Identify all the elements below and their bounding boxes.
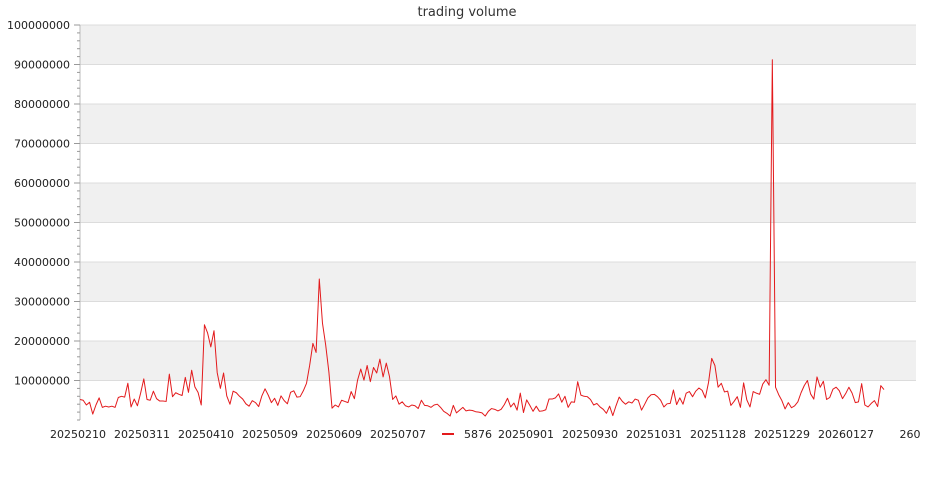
series-line-5876 <box>79 59 885 417</box>
plot-band <box>80 262 916 302</box>
x-tick-label: 20251229 <box>754 428 810 441</box>
axes <box>74 24 81 421</box>
y-tick-label: 70000000 <box>14 138 70 151</box>
y-tick-label: 90000000 <box>14 59 70 72</box>
x-tick-label: 20250311 <box>114 428 170 441</box>
gridlines <box>80 24 916 381</box>
y-tick-label: 30000000 <box>14 296 70 309</box>
y-tick-label: 10000000 <box>14 375 70 388</box>
tick-labels: 10000000 20000000 30000000 40000000 50000000… <box>7 19 921 441</box>
x-tick-label: 260 <box>900 428 921 441</box>
plot-background-bands <box>80 25 916 381</box>
x-tick-label: 20260127 <box>818 428 874 441</box>
y-tick-label: 50000000 <box>14 217 70 230</box>
x-tick-label: 20250609 <box>306 428 362 441</box>
plot-band <box>80 104 916 144</box>
plot-band <box>80 25 916 65</box>
chart-title: trading volume <box>417 5 516 20</box>
y-tick-label: 60000000 <box>14 177 70 190</box>
series-layer <box>79 59 885 417</box>
x-tick-label: 20250901 <box>498 428 554 441</box>
x-tick-label: 20250707 <box>370 428 426 441</box>
x-tick-label: 20251031 <box>626 428 682 441</box>
x-tick-label: 20250930 <box>562 428 618 441</box>
x-tick-label: 20250410 <box>178 428 234 441</box>
plot-band <box>80 341 916 381</box>
legend-label: 5876 <box>464 428 492 441</box>
x-tick-label: 20250509 <box>242 428 298 441</box>
y-tick-label: 100000000 <box>7 19 70 32</box>
x-tick-label: 20251128 <box>690 428 746 441</box>
x-tick-label: 20250210 <box>50 428 106 441</box>
y-tick-label: 80000000 <box>14 98 70 111</box>
legend: 5876 <box>442 428 492 441</box>
y-tick-label: 20000000 <box>14 335 70 348</box>
y-tick-label: 40000000 <box>14 256 70 269</box>
plot-band <box>80 183 916 223</box>
